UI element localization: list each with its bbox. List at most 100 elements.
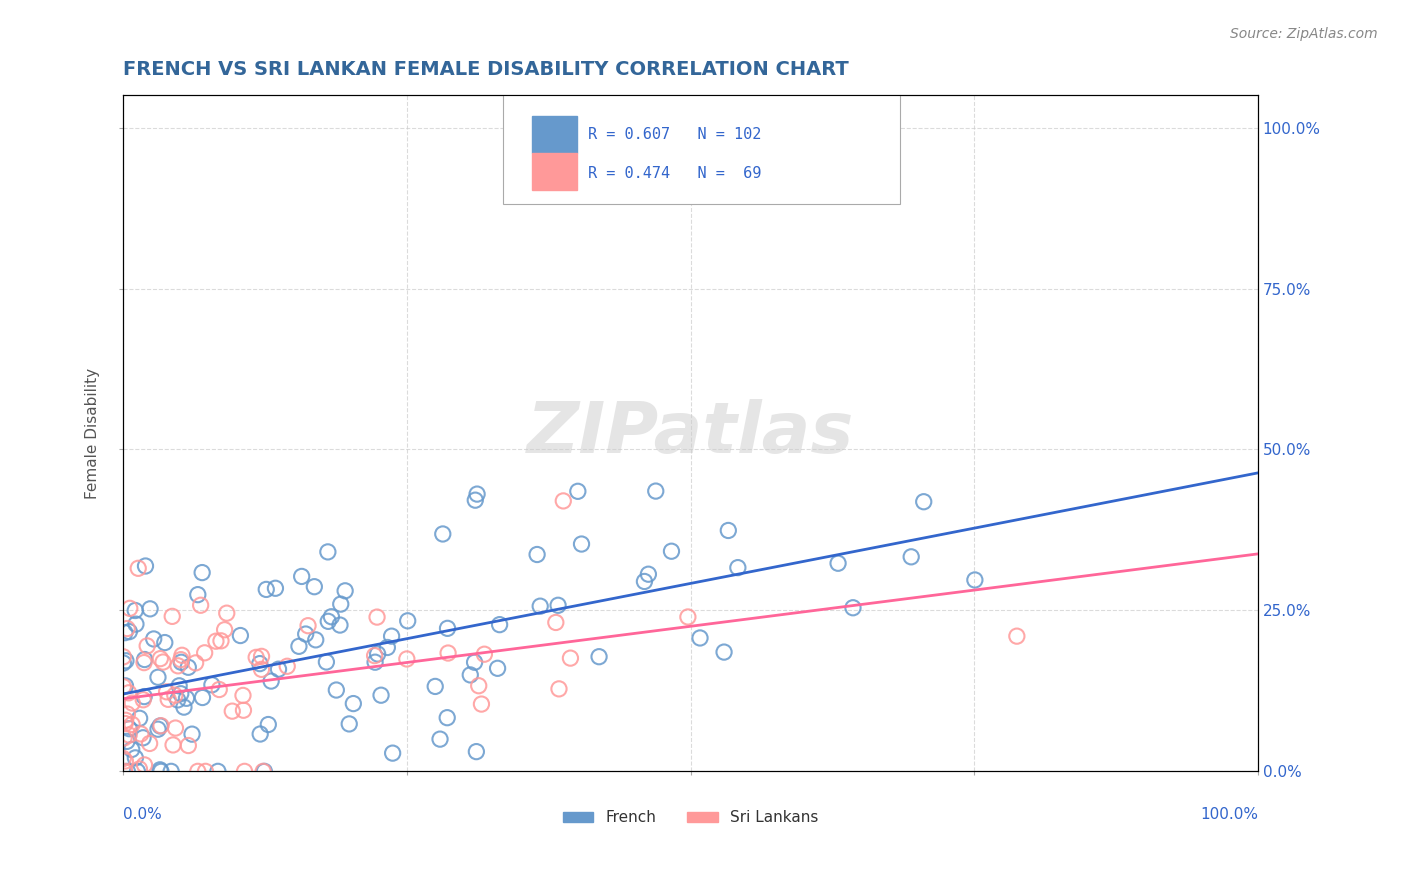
French bbox=[425, 680, 447, 694]
French bbox=[288, 640, 311, 654]
Sri Lankans bbox=[121, 696, 143, 710]
Sri Lankans bbox=[115, 622, 138, 636]
Sri Lankans bbox=[250, 649, 273, 664]
Sri Lankans bbox=[276, 659, 298, 673]
Sri Lankans bbox=[215, 606, 238, 620]
French bbox=[633, 574, 655, 589]
Sri Lankans bbox=[128, 762, 150, 776]
Sri Lankans bbox=[170, 653, 193, 667]
Sri Lankans bbox=[437, 646, 460, 660]
French bbox=[661, 544, 683, 558]
Sri Lankans bbox=[209, 633, 232, 648]
French bbox=[112, 656, 135, 670]
Sri Lankans bbox=[297, 618, 319, 632]
French bbox=[465, 487, 488, 501]
French bbox=[191, 690, 214, 705]
French bbox=[124, 751, 146, 765]
Sri Lankans bbox=[112, 649, 135, 664]
French bbox=[173, 700, 195, 714]
French bbox=[325, 683, 347, 698]
Sri Lankans bbox=[138, 736, 160, 750]
French bbox=[436, 711, 458, 725]
Sri Lankans bbox=[157, 692, 180, 706]
French bbox=[115, 734, 138, 748]
French bbox=[191, 566, 214, 580]
French bbox=[149, 719, 172, 733]
Sri Lankans bbox=[544, 615, 567, 630]
Sri Lankans bbox=[470, 697, 492, 711]
Legend: French, Sri Lankans: French, Sri Lankans bbox=[557, 804, 824, 831]
Sri Lankans bbox=[366, 610, 388, 624]
Sri Lankans bbox=[167, 658, 190, 673]
French bbox=[181, 727, 204, 741]
Sri Lankans bbox=[363, 648, 385, 663]
French bbox=[170, 687, 193, 701]
French bbox=[176, 691, 198, 706]
Sri Lankans bbox=[114, 754, 136, 768]
French bbox=[304, 580, 326, 594]
French bbox=[201, 678, 224, 692]
French bbox=[127, 764, 149, 779]
Sri Lankans bbox=[117, 686, 139, 700]
Sri Lankans bbox=[160, 609, 183, 624]
French bbox=[146, 670, 169, 684]
Sri Lankans bbox=[548, 681, 571, 696]
Text: R = 0.607   N = 102: R = 0.607 N = 102 bbox=[589, 128, 762, 142]
French bbox=[717, 524, 740, 538]
Sri Lankans bbox=[1005, 629, 1028, 643]
Sri Lankans bbox=[127, 561, 149, 575]
French bbox=[118, 722, 141, 736]
Sri Lankans bbox=[112, 731, 135, 745]
French bbox=[305, 632, 328, 647]
Sri Lankans bbox=[214, 623, 236, 637]
Sri Lankans bbox=[118, 601, 141, 615]
French bbox=[166, 693, 188, 707]
French bbox=[963, 573, 986, 587]
French bbox=[153, 635, 176, 649]
French bbox=[827, 556, 849, 570]
Sri Lankans bbox=[177, 739, 200, 753]
French bbox=[114, 625, 136, 640]
French bbox=[267, 662, 290, 676]
French bbox=[321, 609, 343, 624]
French bbox=[377, 640, 399, 655]
Sri Lankans bbox=[163, 688, 186, 702]
Sri Lankans bbox=[134, 758, 156, 772]
French bbox=[115, 654, 138, 668]
Sri Lankans bbox=[152, 655, 174, 669]
French bbox=[567, 484, 589, 499]
French bbox=[381, 746, 404, 760]
French bbox=[342, 697, 364, 711]
Sri Lankans bbox=[187, 764, 209, 779]
French bbox=[367, 647, 389, 661]
Sri Lankans bbox=[232, 689, 254, 703]
French bbox=[187, 588, 209, 602]
French bbox=[149, 764, 172, 779]
French bbox=[370, 688, 392, 702]
French bbox=[170, 655, 193, 669]
French bbox=[571, 537, 593, 551]
French bbox=[125, 617, 148, 632]
Sri Lankans bbox=[136, 639, 159, 653]
FancyBboxPatch shape bbox=[503, 95, 900, 203]
Sri Lankans bbox=[150, 719, 173, 733]
French bbox=[160, 764, 183, 779]
Sri Lankans bbox=[117, 707, 139, 722]
French bbox=[134, 559, 156, 574]
Text: 0.0%: 0.0% bbox=[124, 806, 162, 822]
French bbox=[436, 621, 458, 635]
Sri Lankans bbox=[560, 651, 582, 665]
French bbox=[249, 727, 271, 741]
Sri Lankans bbox=[395, 652, 418, 666]
French bbox=[315, 655, 337, 669]
Sri Lankans bbox=[184, 656, 207, 670]
French bbox=[114, 679, 136, 693]
Sri Lankans bbox=[205, 634, 228, 648]
French bbox=[713, 645, 735, 659]
Sri Lankans bbox=[114, 713, 136, 727]
French bbox=[396, 614, 419, 628]
French bbox=[337, 717, 360, 731]
French bbox=[121, 742, 143, 756]
French bbox=[464, 493, 486, 508]
French bbox=[432, 527, 454, 541]
